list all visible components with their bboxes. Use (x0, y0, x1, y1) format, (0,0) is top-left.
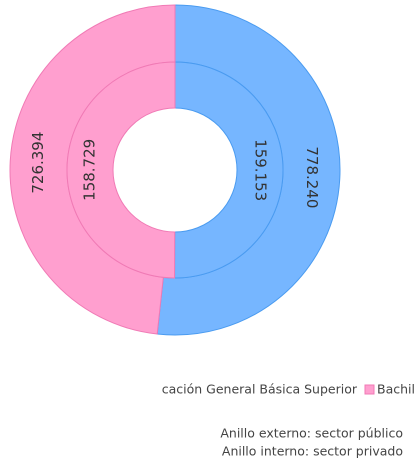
data-label: 778.240 (303, 146, 321, 208)
legend-label: cación General Básica Superior (162, 382, 358, 397)
data-label: 726.394 (29, 132, 47, 194)
legend-label: Bachillerato (377, 382, 414, 397)
annotation: Anillo interno: sector privado (222, 444, 403, 459)
donut-segment (66, 61, 176, 279)
annotation: Anillo externo: sector público (220, 426, 403, 441)
data-label: 158.729 (81, 139, 99, 201)
legend-swatch (364, 384, 375, 395)
data-label: 159.153 (251, 139, 269, 201)
donut-segment (174, 61, 284, 279)
